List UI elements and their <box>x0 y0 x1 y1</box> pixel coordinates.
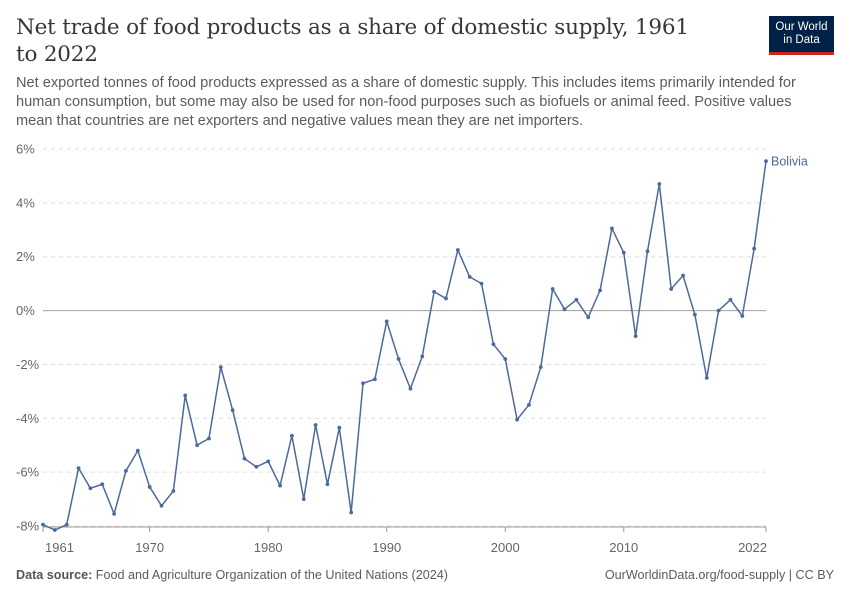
data-point[interactable] <box>124 468 128 473</box>
x-tick-label: 1970 <box>135 540 164 555</box>
data-point[interactable] <box>290 433 294 438</box>
data-source: Data source: Food and Agriculture Organi… <box>16 568 448 582</box>
source-link[interactable]: OurWorldinData.org/food-supply | CC BY <box>604 568 834 582</box>
data-point[interactable] <box>645 249 650 254</box>
x-tick-label: 2000 <box>491 540 520 555</box>
grid-lines <box>43 148 766 527</box>
data-point[interactable] <box>657 182 662 186</box>
y-tick-label: -6% <box>16 465 40 480</box>
owid-logo[interactable]: Our World in Data <box>769 16 834 55</box>
data-point[interactable] <box>752 246 757 251</box>
data-point[interactable] <box>621 250 626 255</box>
data-point[interactable] <box>728 297 733 302</box>
data-point[interactable] <box>420 354 425 359</box>
data-point[interactable] <box>88 486 93 491</box>
data-point[interactable] <box>384 319 389 324</box>
logo-line-1: Our World <box>775 21 828 33</box>
data-point[interactable] <box>432 289 437 294</box>
data-point[interactable] <box>408 386 413 391</box>
data-point[interactable] <box>562 307 567 312</box>
data-point[interactable] <box>704 375 709 380</box>
logo-line-2: in Data <box>783 34 820 46</box>
data-point[interactable] <box>491 342 496 347</box>
data-point[interactable] <box>372 377 377 382</box>
data-point[interactable] <box>171 489 176 493</box>
x-tick-label: 1990 <box>372 540 401 555</box>
data-point[interactable] <box>230 408 235 413</box>
data-point[interactable] <box>301 497 306 501</box>
data-point[interactable] <box>538 365 543 370</box>
y-tick-label: -2% <box>16 357 40 372</box>
data-point[interactable] <box>586 315 591 320</box>
data-point[interactable] <box>550 287 555 291</box>
y-axis-ticks: -8% -6% -4% -2% 0% 2% 4% 6% <box>16 142 40 534</box>
data-point[interactable] <box>159 503 164 508</box>
data-point[interactable] <box>242 456 247 461</box>
data-point[interactable] <box>503 357 508 361</box>
data-point[interactable] <box>479 281 484 286</box>
logo-red-bar <box>769 52 834 55</box>
y-tick-label: 0% <box>16 303 35 318</box>
data-point[interactable] <box>266 459 271 464</box>
data-point[interactable] <box>52 528 57 532</box>
data-point[interactable] <box>455 248 460 252</box>
data-point[interactable] <box>633 334 638 339</box>
data-point[interactable] <box>64 522 69 527</box>
data-point[interactable] <box>76 466 81 471</box>
data-point[interactable] <box>218 365 223 370</box>
data-point[interactable] <box>207 436 211 441</box>
x-tick-label: 2022 <box>738 540 767 555</box>
y-tick-label: -8% <box>16 519 40 534</box>
series-bolivia[interactable]: Bolivia <box>41 155 808 532</box>
data-point[interactable] <box>527 402 531 407</box>
data-point[interactable] <box>183 393 188 398</box>
data-point[interactable] <box>598 288 602 293</box>
x-tick-label: 1980 <box>254 540 283 555</box>
data-point[interactable] <box>396 357 401 361</box>
data-point[interactable] <box>574 297 579 302</box>
data-point[interactable] <box>681 273 685 278</box>
x-tick-label: 1961 <box>45 540 74 555</box>
data-point[interactable] <box>147 485 152 489</box>
data-point[interactable] <box>716 308 721 313</box>
data-source-text: Food and Agriculture Organization of the… <box>95 568 448 582</box>
x-axis-ticks: 1961 1970 1980 1990 2000 2010 2022 <box>42 526 767 555</box>
data-point[interactable] <box>100 482 105 487</box>
series-label[interactable]: Bolivia <box>771 155 808 169</box>
y-tick-label: 4% <box>16 195 35 210</box>
data-point[interactable] <box>313 423 318 427</box>
x-tick-label: 2010 <box>609 540 638 555</box>
data-point[interactable] <box>692 312 697 317</box>
y-tick-label: 6% <box>16 142 35 157</box>
data-point[interactable] <box>278 483 282 488</box>
data-point[interactable] <box>444 296 448 301</box>
data-point[interactable] <box>764 159 768 164</box>
data-point[interactable] <box>337 425 342 430</box>
data-point[interactable] <box>135 448 140 453</box>
data-source-label: Data source: <box>16 568 93 582</box>
data-point[interactable] <box>740 314 745 318</box>
data-point[interactable] <box>361 381 365 386</box>
data-point[interactable] <box>669 287 674 291</box>
data-point[interactable] <box>349 510 354 515</box>
data-point[interactable] <box>254 464 259 469</box>
data-point[interactable] <box>610 226 614 231</box>
data-point[interactable] <box>325 482 330 487</box>
data-point[interactable] <box>41 522 45 527</box>
data-point[interactable] <box>195 443 199 448</box>
data-point[interactable] <box>112 511 117 516</box>
chart-title: Net trade of food products as a share of… <box>16 15 689 67</box>
y-tick-label: 2% <box>16 249 35 264</box>
line-chart: -8% -6% -4% -2% 0% 2% 4% 6% 1961 1970 1980 1990 200… <box>16 142 808 556</box>
series-line[interactable] <box>42 161 767 531</box>
y-tick-label: -4% <box>16 411 40 426</box>
chart-subtitle: Net exported tonnes of food products exp… <box>16 75 796 129</box>
data-point[interactable] <box>515 417 519 422</box>
data-point[interactable] <box>467 275 472 279</box>
